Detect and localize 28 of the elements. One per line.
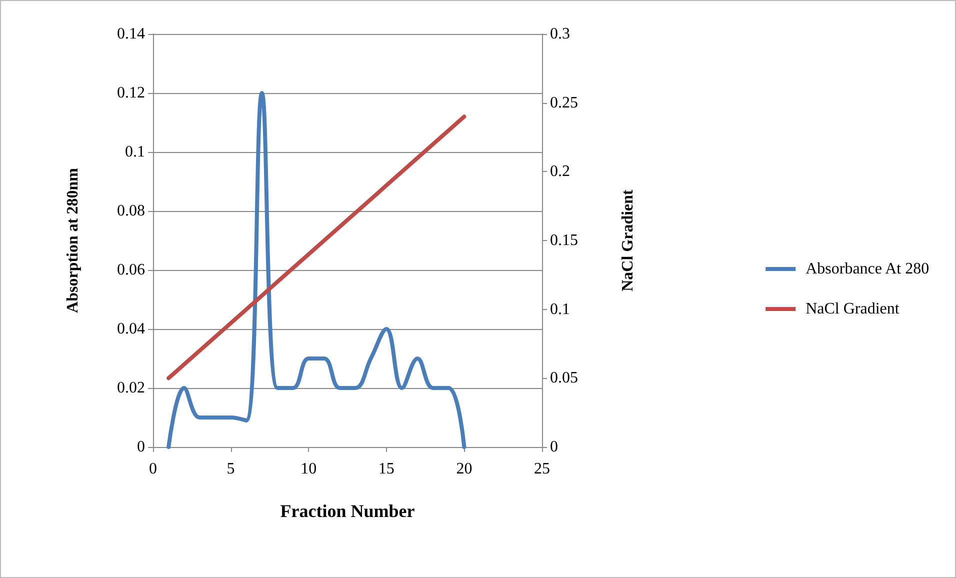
x-tick-label: 10 xyxy=(300,460,317,478)
legend-label: NaCl Gradient xyxy=(806,300,900,318)
x-axis-title: Fraction Number xyxy=(280,501,415,521)
y2-tick-label: 0 xyxy=(550,438,558,456)
x-tick-label: 25 xyxy=(534,460,550,478)
y-tick-label: 0.06 xyxy=(117,262,145,278)
y2-tick-label: 0.1 xyxy=(550,300,570,318)
y2-tick-label: 0.15 xyxy=(550,232,578,249)
line-series xyxy=(166,114,466,380)
y-tick-label: 0.1 xyxy=(125,144,145,160)
y2-tick-label: 0.25 xyxy=(550,94,578,112)
y2-axis-title: NaCl Gradient xyxy=(620,188,636,292)
y-tick-label: 0.14 xyxy=(117,26,145,42)
y-axis-title: Absorption at 280nm xyxy=(64,167,82,313)
x-tick-label: 5 xyxy=(226,460,235,478)
y2-tick-label: 0.3 xyxy=(550,26,570,42)
y-tick-label: 0 xyxy=(137,438,145,456)
y2-tick-label: 0.2 xyxy=(550,163,570,180)
y-tick-label: 0.08 xyxy=(117,202,145,220)
line-series xyxy=(166,91,466,449)
y2-tick-label: 0.05 xyxy=(550,370,578,387)
y-tick-label: 0.02 xyxy=(117,380,145,396)
y-tick-label: 0.04 xyxy=(117,320,145,338)
x-tick-label: 20 xyxy=(456,460,472,478)
legend-label: Absorbance At 280 xyxy=(806,260,930,278)
x-tick-label: 0 xyxy=(149,460,157,478)
y-tick-label: 0.12 xyxy=(117,84,145,102)
x-tick-label: 15 xyxy=(378,460,394,478)
